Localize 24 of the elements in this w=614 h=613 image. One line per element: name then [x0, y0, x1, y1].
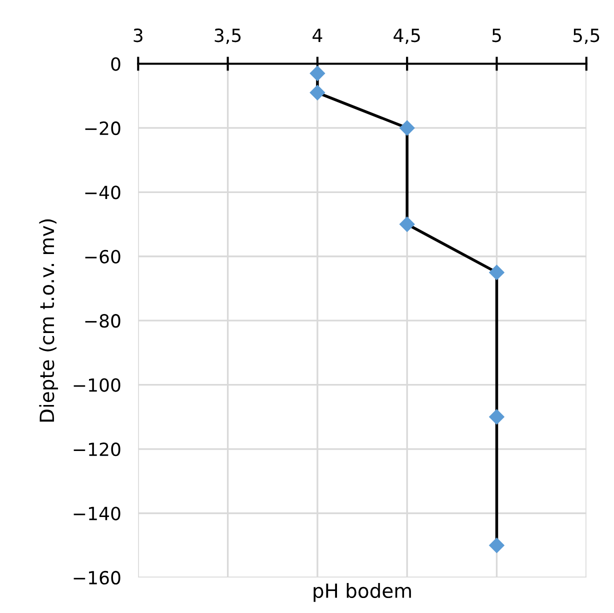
x-tick-label: 3	[134, 28, 142, 42]
y-tick-label: −20	[85, 121, 120, 136]
point	[489, 538, 504, 553]
point	[489, 409, 504, 424]
y-tick-label: −60	[85, 250, 120, 264]
y-tick-label: −40	[85, 186, 120, 200]
y-tick-label: −80	[85, 314, 120, 328]
x-tick-label: 3,5	[214, 28, 241, 44]
y-tick-label: −100	[74, 378, 120, 392]
x-tick-label: 5	[492, 28, 501, 42]
y-tick-label: −140	[74, 506, 120, 520]
y-tick-label: 0	[111, 57, 120, 71]
x-tick-label: 4,5	[394, 28, 420, 44]
y-tick-label: −120	[74, 442, 120, 456]
point	[489, 264, 504, 280]
point	[310, 66, 326, 81]
x-tick-label: 4	[312, 28, 322, 42]
x-tick-label: 5,5	[573, 28, 600, 44]
point	[400, 120, 415, 136]
x-axis-title: pH bodem	[314, 583, 411, 602]
y-axis-title: Diepte (cm t.o.v. mv)	[39, 219, 58, 422]
point	[400, 216, 415, 232]
y-tick-label: −160	[74, 570, 120, 585]
point	[310, 85, 326, 100]
